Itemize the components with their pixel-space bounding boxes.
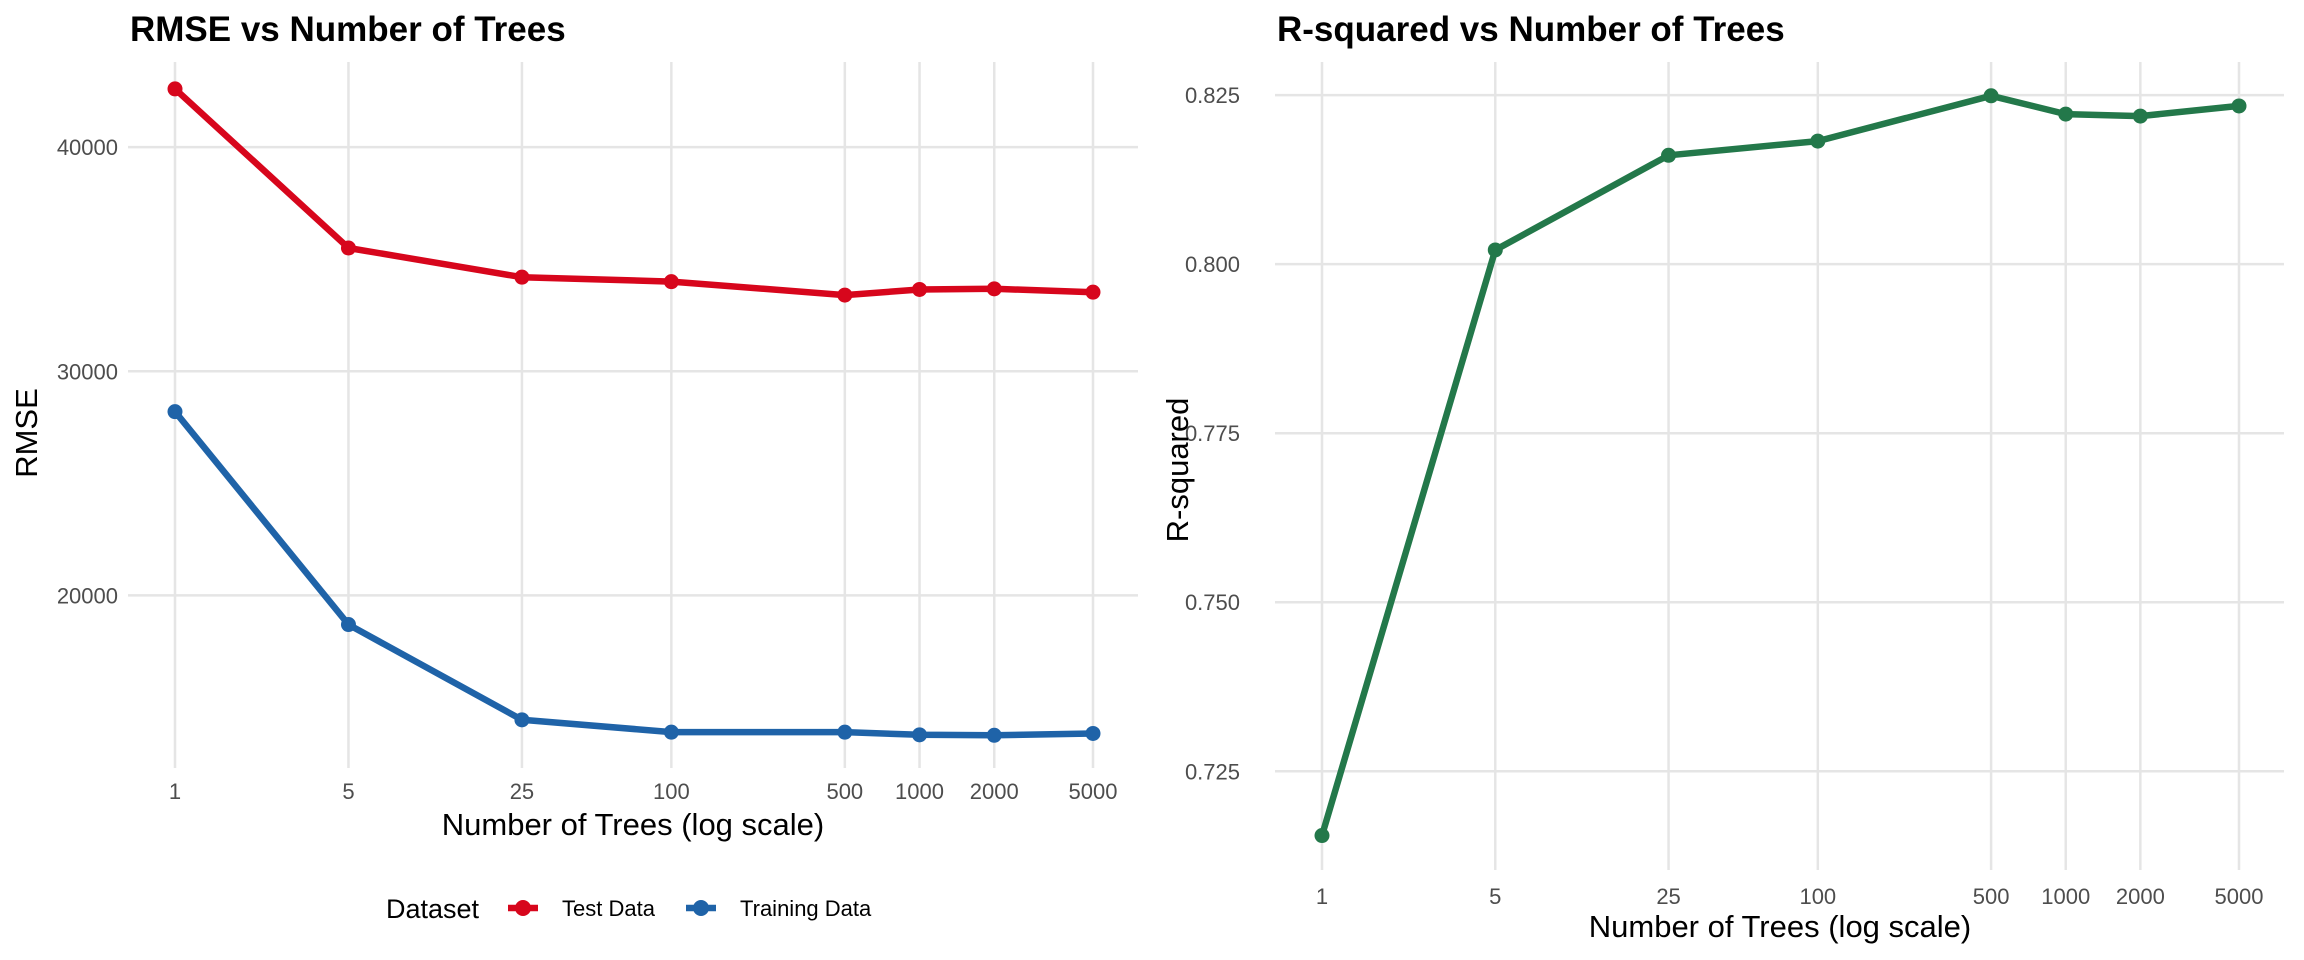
rmse-point-test-data-500 (837, 287, 853, 303)
rmse-x-tick-label-5000: 5000 (1069, 779, 1118, 804)
rmse-x-tick-label-5: 5 (342, 779, 354, 804)
rmse-tick-labels: 1 5 25 100 500 1000 2000 5000 20000 30000 40000 (57, 135, 1118, 804)
rsquared-grid (1275, 62, 2284, 870)
legend: Dataset Test Data Training Data (386, 894, 872, 924)
legend-entry-test-data: Test Data (508, 896, 656, 921)
legend-label-test-data: Test Data (562, 896, 656, 921)
legend-key-point-training-data (693, 900, 709, 916)
rsquared-y-axis-title: R-squared (1160, 398, 1195, 543)
rmse-point-training-data-1 (167, 404, 183, 420)
rmse-x-tick-label-25: 25 (510, 779, 534, 804)
rsquared-y-tick-label-0-725: 0.725 (1185, 759, 1240, 784)
rmse-x-tick-label-1000: 1000 (895, 779, 944, 804)
rsquared-point-series-0-1 (1314, 828, 1330, 844)
rsquared-chart-title: R-squared vs Number of Trees (1277, 10, 1785, 49)
rsquared-x-tick-label-2000: 2000 (2116, 884, 2165, 909)
rmse-point-training-data-25 (514, 712, 530, 728)
rmse-point-test-data-25 (514, 269, 530, 285)
rsquared-point-series-0-500 (1983, 88, 1999, 104)
rmse-series (167, 81, 1101, 743)
rsquared-x-axis-title: Number of Trees (log scale) (1589, 909, 1971, 944)
legend-entry-training-data: Training Data (686, 896, 872, 921)
rmse-point-training-data-500 (837, 724, 853, 740)
rsquared-y-tick-label-0-775: 0.775 (1185, 421, 1240, 446)
rsquared-point-series-0-2000 (2132, 108, 2148, 124)
rmse-point-test-data-1 (167, 81, 183, 97)
rmse-point-test-data-100 (663, 274, 679, 290)
rsquared-x-tick-label-1000: 1000 (2041, 884, 2090, 909)
rmse-panel: RMSE vs Number of Trees 1 5 25 100 500 1000 20… (9, 10, 1138, 924)
rmse-x-tick-label-100: 100 (653, 779, 690, 804)
rmse-x-tick-label-500: 500 (826, 779, 863, 804)
rsquared-y-tick-label-0-800: 0.800 (1185, 252, 1240, 277)
rsquared-x-tick-label-100: 100 (1799, 884, 1836, 909)
rsquared-y-tick-label-0-825: 0.825 (1185, 83, 1240, 108)
rsquared-x-tick-label-1: 1 (1316, 884, 1328, 909)
rmse-y-tick-label-20000: 20000 (57, 583, 118, 608)
rmse-point-test-data-5 (340, 240, 356, 256)
rsquared-x-tick-label-5000: 5000 (2215, 884, 2264, 909)
rsquared-tick-labels: 1 5 25 100 500 1000 2000 5000 0.725 0.750 0.775 0.8… (1185, 83, 2264, 909)
rmse-point-training-data-1000 (912, 727, 928, 743)
rsquared-point-series-0-25 (1661, 147, 1677, 163)
rmse-x-tick-label-2000: 2000 (970, 779, 1019, 804)
rmse-point-training-data-5000 (1085, 725, 1101, 741)
rmse-x-tick-label-1: 1 (169, 779, 181, 804)
rsquared-point-series-0-5000 (2231, 98, 2247, 114)
rsquared-point-series-0-1000 (2058, 106, 2074, 122)
rsquared-point-series-0-100 (1810, 133, 1826, 149)
rmse-point-test-data-5000 (1085, 284, 1101, 300)
legend-key-point-test-data (515, 900, 531, 916)
rmse-chart-title: RMSE vs Number of Trees (130, 10, 566, 49)
rsquared-x-tick-label-5: 5 (1489, 884, 1501, 909)
rmse-y-axis-title: RMSE (9, 388, 44, 478)
rmse-y-tick-label-30000: 30000 (57, 359, 118, 384)
legend-label-training-data: Training Data (740, 896, 872, 921)
rmse-point-training-data-5 (340, 617, 356, 633)
rmse-point-training-data-100 (663, 724, 679, 740)
rmse-grid (128, 62, 1138, 768)
rsquared-panel: R-squared vs Number of Trees 1 5 25 100 500 1… (1160, 10, 2284, 944)
rmse-point-test-data-2000 (986, 281, 1002, 297)
rsquared-series (1314, 88, 2247, 844)
rsquared-x-tick-label-500: 500 (1973, 884, 2010, 909)
rmse-line-training-data (171, 408, 1097, 739)
rmse-x-axis-title: Number of Trees (log scale) (442, 807, 824, 842)
legend-title: Dataset (386, 894, 480, 924)
rsquared-y-tick-label-0-750: 0.750 (1185, 590, 1240, 615)
rsquared-point-series-0-5 (1487, 242, 1503, 258)
rsquared-line-series-0 (1318, 92, 2243, 839)
rsquared-x-tick-label-25: 25 (1656, 884, 1680, 909)
rmse-y-tick-label-40000: 40000 (57, 135, 118, 160)
rmse-point-training-data-2000 (986, 727, 1002, 743)
rmse-line-test-data (171, 85, 1097, 299)
rmse-point-test-data-1000 (912, 281, 928, 297)
